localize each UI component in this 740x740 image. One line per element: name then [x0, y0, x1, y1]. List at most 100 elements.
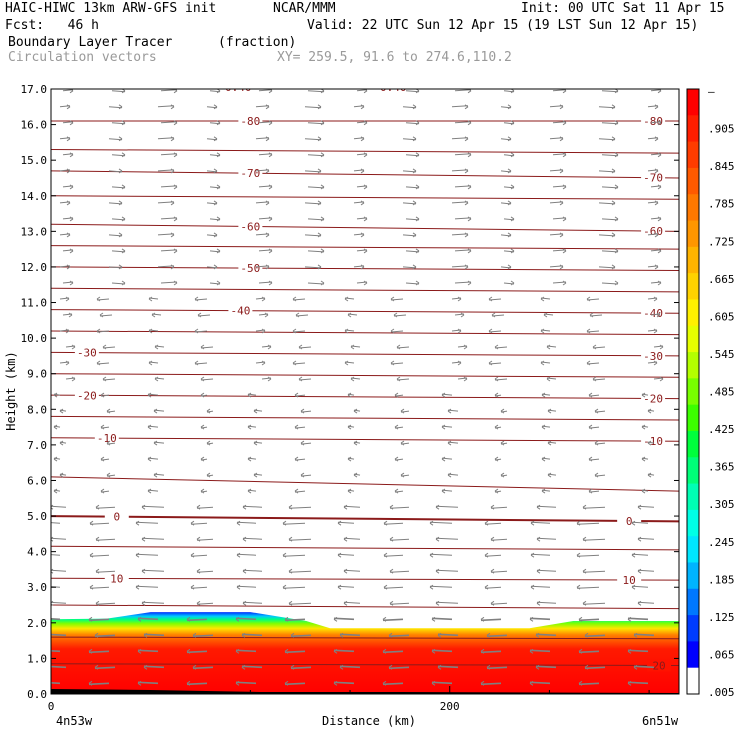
wind-vector-head	[559, 200, 564, 206]
wind-vector	[343, 505, 361, 508]
colorbar-label: .065	[708, 648, 735, 661]
wind-vector-head	[559, 104, 564, 110]
wind-vector-head	[118, 168, 123, 174]
wind-vector	[552, 89, 567, 92]
wind-vector	[284, 618, 306, 622]
contour-label-bg	[641, 435, 666, 448]
contour-line	[51, 545, 679, 551]
vector-label: Circulation vectors	[8, 50, 157, 65]
wind-vector-head	[353, 472, 358, 478]
wind-vector-head	[102, 376, 107, 382]
wind-vector	[405, 122, 420, 125]
colorbar-swatch	[687, 562, 699, 590]
wind-vector	[576, 522, 600, 525]
wind-vector-head	[589, 312, 594, 318]
wind-vector-head	[284, 648, 289, 654]
wind-vector-head	[543, 312, 548, 318]
wind-vector-head	[435, 568, 440, 574]
contour-label-bg	[647, 659, 672, 672]
wind-vector-head	[429, 520, 434, 526]
wind-vector	[549, 105, 564, 108]
y-tick-label: 11.0	[21, 297, 48, 310]
wind-vector-head	[347, 392, 352, 398]
wind-vector-head	[89, 552, 94, 558]
wind-vector-head	[170, 136, 175, 142]
wind-vector	[389, 538, 410, 541]
tracer-field	[51, 612, 679, 694]
y-axis-title: Height (km)	[4, 351, 18, 430]
wind-vector-head	[94, 664, 99, 670]
wind-vector	[535, 633, 557, 637]
wind-vector-head	[396, 376, 401, 382]
wind-vector-head	[190, 552, 195, 558]
wind-vector-head	[71, 376, 76, 382]
wind-vector-head	[317, 264, 322, 270]
wind-vector	[549, 169, 564, 172]
wind-vector-head	[200, 392, 205, 398]
wind-vector-head	[186, 680, 191, 686]
wind-vector	[258, 185, 273, 188]
wind-vector	[108, 202, 123, 205]
wind-vector-head	[235, 680, 240, 686]
wind-vector-head	[333, 616, 338, 622]
wind-vector-head	[435, 504, 440, 510]
wind-vector-head	[510, 248, 515, 254]
wind-vector-head	[488, 296, 493, 302]
wind-vector	[235, 617, 257, 621]
wind-vector	[135, 521, 159, 524]
wind-vector	[627, 649, 649, 653]
wind-vector	[343, 569, 361, 572]
wind-vector-head	[510, 152, 515, 158]
wind-vector-head	[247, 424, 252, 430]
wind-vector	[307, 250, 325, 253]
wind-vector-head	[546, 376, 551, 382]
wind-vector-head	[588, 424, 593, 430]
wind-vector-head	[40, 681, 43, 685]
wind-vector-head	[463, 376, 468, 382]
model-title: HAIC-HIWC 13km ARW-GFS init	[5, 1, 217, 16]
wind-vector	[241, 633, 263, 637]
wind-vector	[236, 585, 257, 588]
wind-vector-head	[412, 232, 417, 238]
wind-vector-head	[216, 120, 221, 126]
wind-vector	[196, 602, 214, 605]
y-tick-label: 1.0	[27, 652, 47, 665]
wind-vector	[601, 186, 619, 189]
wind-vector	[633, 633, 655, 637]
wind-vector-head	[339, 664, 344, 670]
wind-vector	[576, 586, 600, 589]
wind-vector-head	[173, 152, 178, 158]
contour-line	[51, 415, 679, 421]
wind-vector	[530, 553, 551, 556]
wind-vector-head	[393, 312, 398, 318]
wind-vector-head	[592, 376, 597, 382]
wind-vector	[405, 186, 420, 189]
wind-vector	[451, 169, 469, 172]
wind-vector-head	[206, 408, 211, 414]
wind-vector	[51, 537, 67, 540]
wind-vector	[141, 505, 165, 508]
wind-vector-head	[653, 296, 658, 302]
wind-vector-head	[265, 168, 270, 174]
wind-vector-head	[507, 104, 512, 110]
wind-vector-head	[578, 648, 583, 654]
wind-vector-head	[507, 136, 512, 142]
contour-label-bg	[74, 346, 99, 359]
y-tick-label: 7.0	[27, 439, 47, 452]
wind-vector	[530, 521, 551, 524]
wind-vector	[51, 505, 67, 508]
wind-vector	[51, 633, 67, 637]
wind-vector-head	[588, 392, 593, 398]
wind-vector-head	[540, 360, 545, 366]
wind-vector	[111, 186, 126, 189]
wind-vector	[598, 234, 616, 237]
wind-vector	[601, 250, 619, 253]
wind-vector-head	[200, 376, 205, 382]
wind-vector-head	[247, 392, 252, 398]
wind-vector-head	[235, 616, 240, 622]
wind-vector-head	[295, 312, 300, 318]
wind-vector	[601, 154, 619, 157]
wind-vector-head	[121, 184, 126, 190]
wind-vector-head	[135, 520, 140, 526]
wind-vector-head	[170, 200, 175, 206]
